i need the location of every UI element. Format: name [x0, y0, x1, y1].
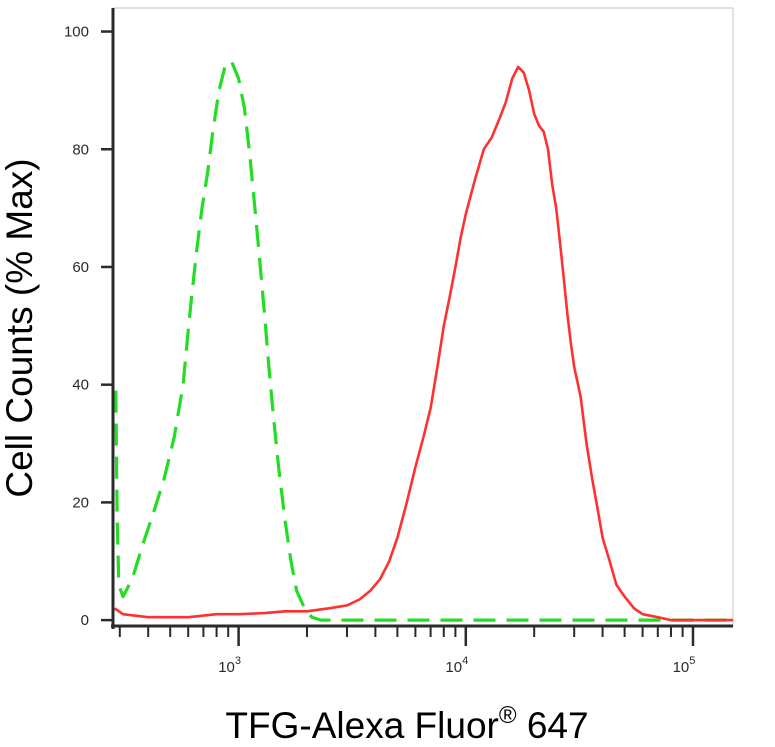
- x-axis-title-main: TFG-Alexa Fluor: [225, 705, 498, 746]
- y-tick-label-80: 80: [72, 141, 89, 158]
- x-axis-title-suffix: 647: [517, 705, 589, 746]
- x-axis-title-registered-mark: ®: [499, 702, 517, 729]
- y-tick-label-20: 20: [72, 494, 89, 511]
- x-tick-label-base: 10: [218, 659, 235, 676]
- series-line-2: [113, 65, 733, 622]
- series-layer: [113, 59, 733, 622]
- plot-frame: [113, 7, 734, 626]
- x-tick-label-exponent: 3: [235, 655, 241, 667]
- x-tick-label-exponent: 5: [689, 655, 695, 667]
- x-tick-label-3: 103: [218, 655, 241, 676]
- y-axis-title: Cell Counts (% Max): [0, 158, 40, 497]
- x-tick-label-base: 10: [445, 659, 462, 676]
- series-line-1: [114, 59, 733, 622]
- x-tick-label-4: 104: [445, 655, 468, 676]
- x-tick-label-exponent: 4: [462, 655, 468, 667]
- y-tick-label-60: 60: [72, 259, 89, 276]
- x-tick-label-5: 105: [673, 655, 696, 676]
- y-tick-label-0: 0: [81, 612, 89, 629]
- x-axis-title: TFG-Alexa Fluor® 647: [225, 702, 588, 746]
- x-tick-label-base: 10: [673, 659, 690, 676]
- y-tick-label-100: 100: [64, 24, 89, 41]
- y-tick-label-40: 40: [72, 377, 89, 394]
